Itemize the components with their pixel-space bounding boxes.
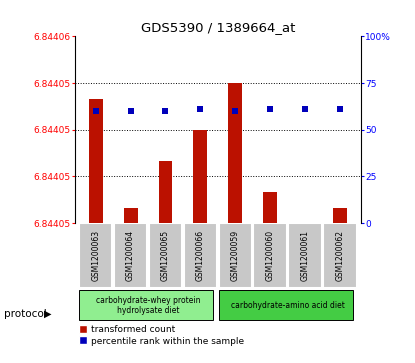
Text: ▶: ▶ [44,309,51,319]
Bar [263,192,277,223]
Text: carbohydrate-whey protein
hydrolysate diet: carbohydrate-whey protein hydrolysate di… [96,295,200,315]
Text: GSM1200064: GSM1200064 [126,230,135,281]
Bar [288,223,322,289]
Bar [149,223,182,289]
Text: GSM1200062: GSM1200062 [336,230,344,281]
Bar [254,223,287,289]
Bar [159,161,173,223]
Title: GDS5390 / 1389664_at: GDS5390 / 1389664_at [141,21,295,34]
Bar [114,223,147,289]
Text: protocol: protocol [4,309,47,319]
Bar [193,130,208,223]
Bar [79,290,213,321]
Text: GSM1200066: GSM1200066 [196,230,205,281]
Bar [333,208,347,223]
Text: GSM1200061: GSM1200061 [301,230,310,281]
Bar [184,223,217,289]
Bar [219,290,353,321]
Text: GSM1200065: GSM1200065 [161,230,170,281]
Bar [228,83,242,223]
Bar [79,223,112,289]
Bar [323,223,357,289]
Text: carbohydrate-amino acid diet: carbohydrate-amino acid diet [231,301,344,310]
Text: GSM1200059: GSM1200059 [231,230,240,281]
Text: GSM1200060: GSM1200060 [266,230,275,281]
Bar [124,208,137,223]
Bar [298,223,312,285]
Bar [89,99,103,223]
Legend: transformed count, percentile rank within the sample: transformed count, percentile rank withi… [79,325,244,346]
Bar [219,223,252,289]
Text: GSM1200063: GSM1200063 [91,230,100,281]
